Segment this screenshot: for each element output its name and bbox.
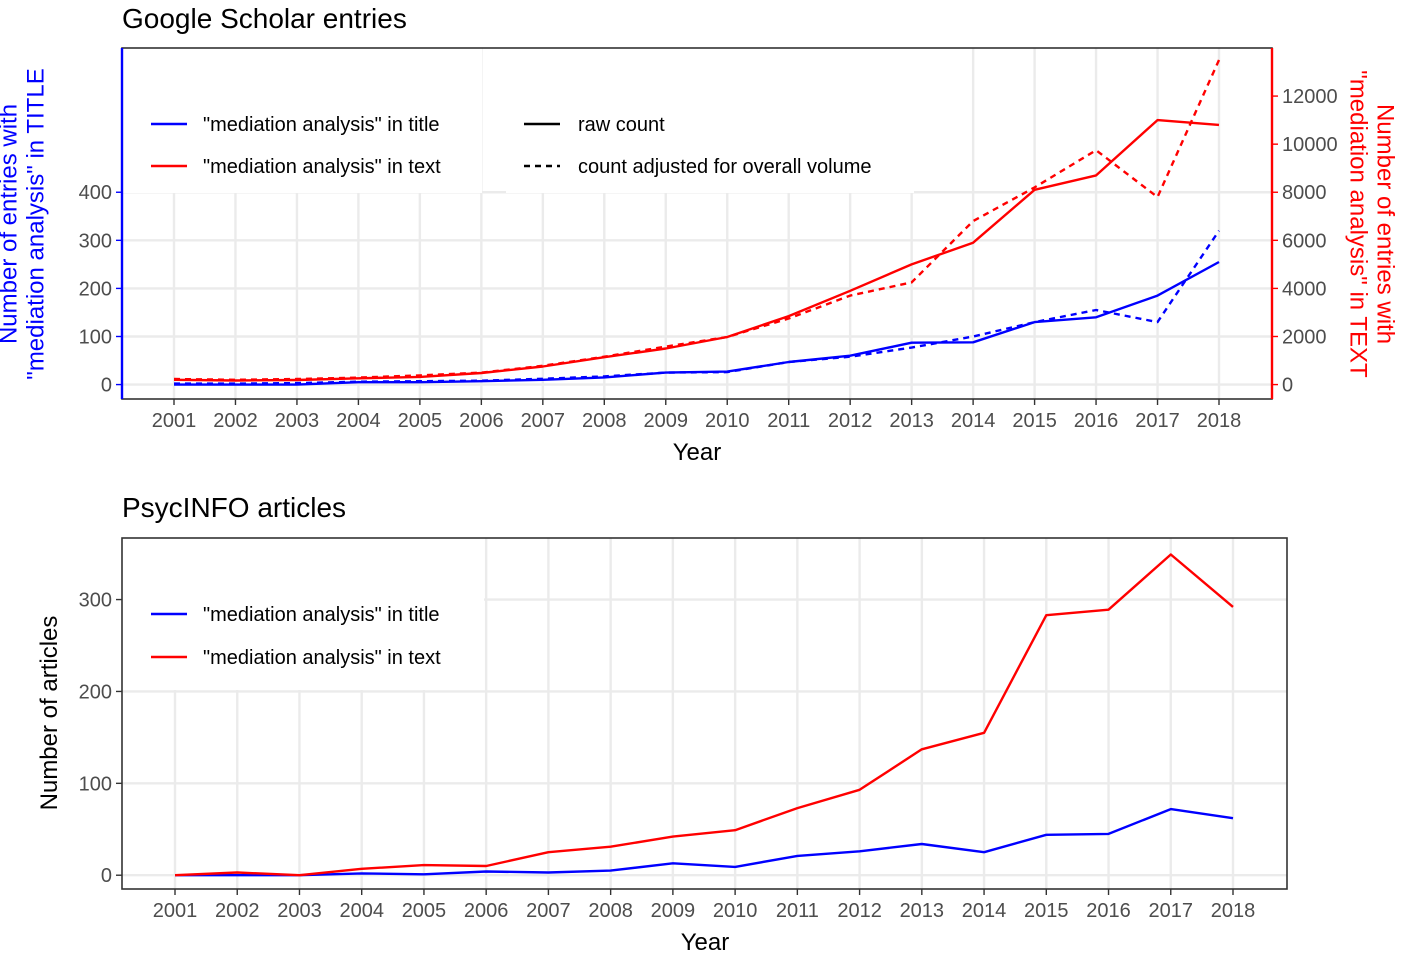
y-tick-label: 0 bbox=[101, 865, 112, 887]
legend-label-title: "mediation analysis" in title bbox=[203, 114, 440, 136]
y2-tick-label: 4000 bbox=[1282, 278, 1327, 300]
legend-label-text: "mediation analysis" in text bbox=[203, 647, 441, 669]
series-line-1 bbox=[174, 553, 1234, 877]
x-axis-title: Year bbox=[673, 439, 722, 466]
x-tick-label: 2008 bbox=[582, 410, 627, 432]
x-tick-label: 2004 bbox=[339, 900, 384, 922]
legend-label-raw-count: raw count bbox=[578, 114, 665, 136]
x-tick-label: 2008 bbox=[588, 900, 633, 922]
x-tick-label: 2016 bbox=[1086, 900, 1131, 922]
legend-label-adjusted: count adjusted for overall volume bbox=[578, 156, 872, 178]
series-line-0 bbox=[175, 807, 1234, 877]
x-tick-label: 2001 bbox=[153, 900, 198, 922]
y-tick-label: 400 bbox=[79, 182, 112, 204]
x-tick-label: 2002 bbox=[215, 900, 260, 922]
x-tick-label: 2015 bbox=[1012, 410, 1057, 432]
x-tick-label: 2009 bbox=[651, 900, 696, 922]
legend-background-colors bbox=[122, 48, 482, 193]
x-tick-label: 2010 bbox=[705, 410, 750, 432]
chart-title: Google Scholar entries bbox=[122, 3, 407, 34]
y2-tick-label: 2000 bbox=[1282, 326, 1327, 348]
x-tick-label: 2007 bbox=[526, 900, 571, 922]
y-axis-left-ticks: 0 100 200 300 400 bbox=[79, 182, 122, 397]
x-tick-label: 2013 bbox=[889, 410, 934, 432]
legend-label-title: "mediation analysis" in title bbox=[203, 604, 440, 626]
x-tick-label: 2004 bbox=[336, 410, 381, 432]
grid-lines bbox=[122, 538, 1287, 889]
series-line-0 bbox=[174, 260, 1220, 386]
series-lines bbox=[173, 59, 1221, 386]
x-tick-label: 2003 bbox=[275, 410, 320, 432]
y-tick-label: 100 bbox=[79, 326, 112, 348]
x-axis-ticks: 2001 2002 2003 2004 2005 2006 2007 2008 2009 2010… bbox=[153, 889, 1256, 922]
legend-label-text: "mediation analysis" in text bbox=[203, 156, 441, 178]
y-tick-label: 0 bbox=[101, 375, 112, 397]
x-tick-label: 2007 bbox=[521, 410, 566, 432]
x-tick-label: 2002 bbox=[213, 410, 258, 432]
x-tick-label: 2013 bbox=[900, 900, 945, 922]
x-tick-label: 2018 bbox=[1197, 410, 1242, 432]
x-tick-label: 2014 bbox=[951, 410, 996, 432]
chart-title: PsycINFO articles bbox=[122, 492, 346, 523]
y-tick-label: 200 bbox=[79, 681, 112, 703]
x-tick-label: 2015 bbox=[1024, 900, 1069, 922]
x-tick-label: 2017 bbox=[1149, 900, 1194, 922]
y-axis-left-title: Number of entries with"mediation analysi… bbox=[0, 68, 50, 379]
y2-tick-label: 6000 bbox=[1282, 230, 1327, 252]
legend: "mediation analysis" in title "mediation… bbox=[122, 48, 914, 193]
x-tick-label: 2018 bbox=[1211, 900, 1256, 922]
x-tick-label: 2017 bbox=[1135, 410, 1180, 432]
x-tick-label: 2001 bbox=[152, 410, 197, 432]
x-tick-label: 2009 bbox=[644, 410, 689, 432]
x-tick-label: 2006 bbox=[464, 900, 509, 922]
x-tick-label: 2014 bbox=[962, 900, 1007, 922]
legend-background-styles bbox=[506, 48, 914, 193]
x-tick-label: 2011 bbox=[767, 410, 810, 432]
x-tick-label: 2010 bbox=[713, 900, 758, 922]
x-tick-label: 2012 bbox=[837, 900, 882, 922]
x-tick-label: 2006 bbox=[459, 410, 504, 432]
legend: "mediation analysis" in title "mediation… bbox=[122, 538, 484, 690]
x-axis-ticks: 2001 2002 2003 2004 2005 2006 2007 2008 2009 2010… bbox=[152, 399, 1242, 432]
psycinfo-chart: PsycINFO articles "mediation analysis" i… bbox=[36, 492, 1288, 954]
x-tick-label: 2005 bbox=[398, 410, 443, 432]
y-tick-label: 200 bbox=[79, 278, 112, 300]
series-line-1 bbox=[174, 230, 1220, 385]
series-line-3 bbox=[173, 59, 1221, 381]
y2-tick-label: 10000 bbox=[1282, 134, 1338, 156]
x-axis-title: Year bbox=[681, 929, 730, 954]
y-tick-label: 100 bbox=[79, 773, 112, 795]
panel-border bbox=[121, 537, 1288, 890]
y-axis-right-title: Number of entries with"mediation analysi… bbox=[1345, 70, 1399, 378]
y-axis-ticks: 0 100 200 300 bbox=[79, 590, 122, 887]
y-tick-label: 300 bbox=[79, 230, 112, 252]
series-lines bbox=[174, 553, 1234, 877]
y-axis-title: Number of articles bbox=[36, 616, 63, 811]
y-tick-label: 300 bbox=[79, 590, 112, 612]
x-tick-label: 2005 bbox=[402, 900, 447, 922]
x-tick-label: 2003 bbox=[277, 900, 322, 922]
y2-tick-label: 12000 bbox=[1282, 86, 1338, 108]
google-scholar-chart: Google Scholar entries "mediation analys… bbox=[0, 3, 1399, 466]
x-tick-label: 2012 bbox=[828, 410, 873, 432]
y2-tick-label: 0 bbox=[1282, 375, 1293, 397]
y-axis-right-ticks: 0 2000 4000 6000 8000 10000 12000 bbox=[1272, 86, 1338, 397]
x-tick-label: 2011 bbox=[776, 900, 819, 922]
series-line-2 bbox=[173, 118, 1220, 382]
x-tick-label: 2016 bbox=[1074, 410, 1119, 432]
y2-tick-label: 8000 bbox=[1282, 182, 1327, 204]
